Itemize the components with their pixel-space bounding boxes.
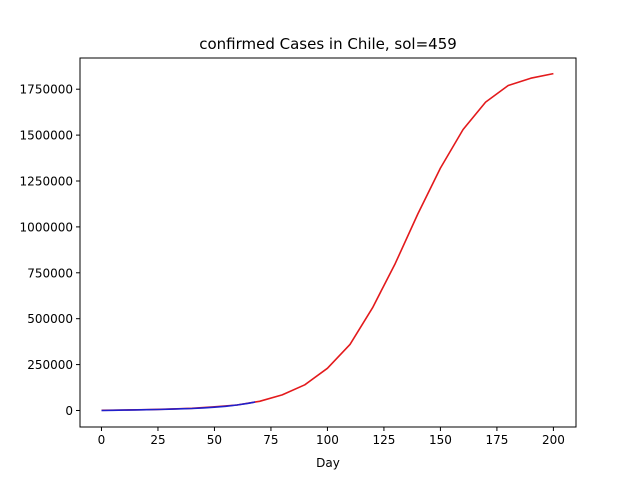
x-axis-ticks: 0 25 50 75 100 125 150 175 200 bbox=[98, 427, 565, 447]
y-tick-label: 250000 bbox=[27, 358, 73, 372]
y-tick-label: 500000 bbox=[27, 312, 73, 326]
x-tick-label: 200 bbox=[542, 433, 565, 447]
y-tick-label: 1750000 bbox=[20, 83, 73, 97]
plot-area bbox=[101, 72, 554, 412]
chart-title: confirmed Cases in Chile, sol=459 bbox=[199, 35, 457, 53]
x-tick-label: 125 bbox=[372, 433, 395, 447]
y-axis-ticks: 0 250000 500000 750000 1000000 1250000 1500000… bbox=[20, 83, 80, 418]
series-line-2 bbox=[101, 401, 256, 412]
series-line-1 bbox=[101, 72, 554, 412]
x-tick-label: 175 bbox=[485, 433, 508, 447]
x-axis-label: Day bbox=[316, 456, 340, 470]
y-tick-label: 1500000 bbox=[20, 129, 73, 143]
axes-frame bbox=[79, 57, 577, 428]
y-tick-label: 1000000 bbox=[20, 220, 73, 234]
y-tick-label: 0 bbox=[65, 404, 73, 418]
y-tick-label: 750000 bbox=[27, 266, 73, 280]
x-tick-label: 75 bbox=[263, 433, 278, 447]
x-tick-label: 100 bbox=[316, 433, 339, 447]
x-tick-label: 25 bbox=[150, 433, 165, 447]
x-tick-label: 150 bbox=[429, 433, 452, 447]
x-tick-label: 50 bbox=[207, 433, 222, 447]
y-tick-label: 1250000 bbox=[20, 175, 73, 189]
x-tick-label: 0 bbox=[98, 433, 106, 447]
